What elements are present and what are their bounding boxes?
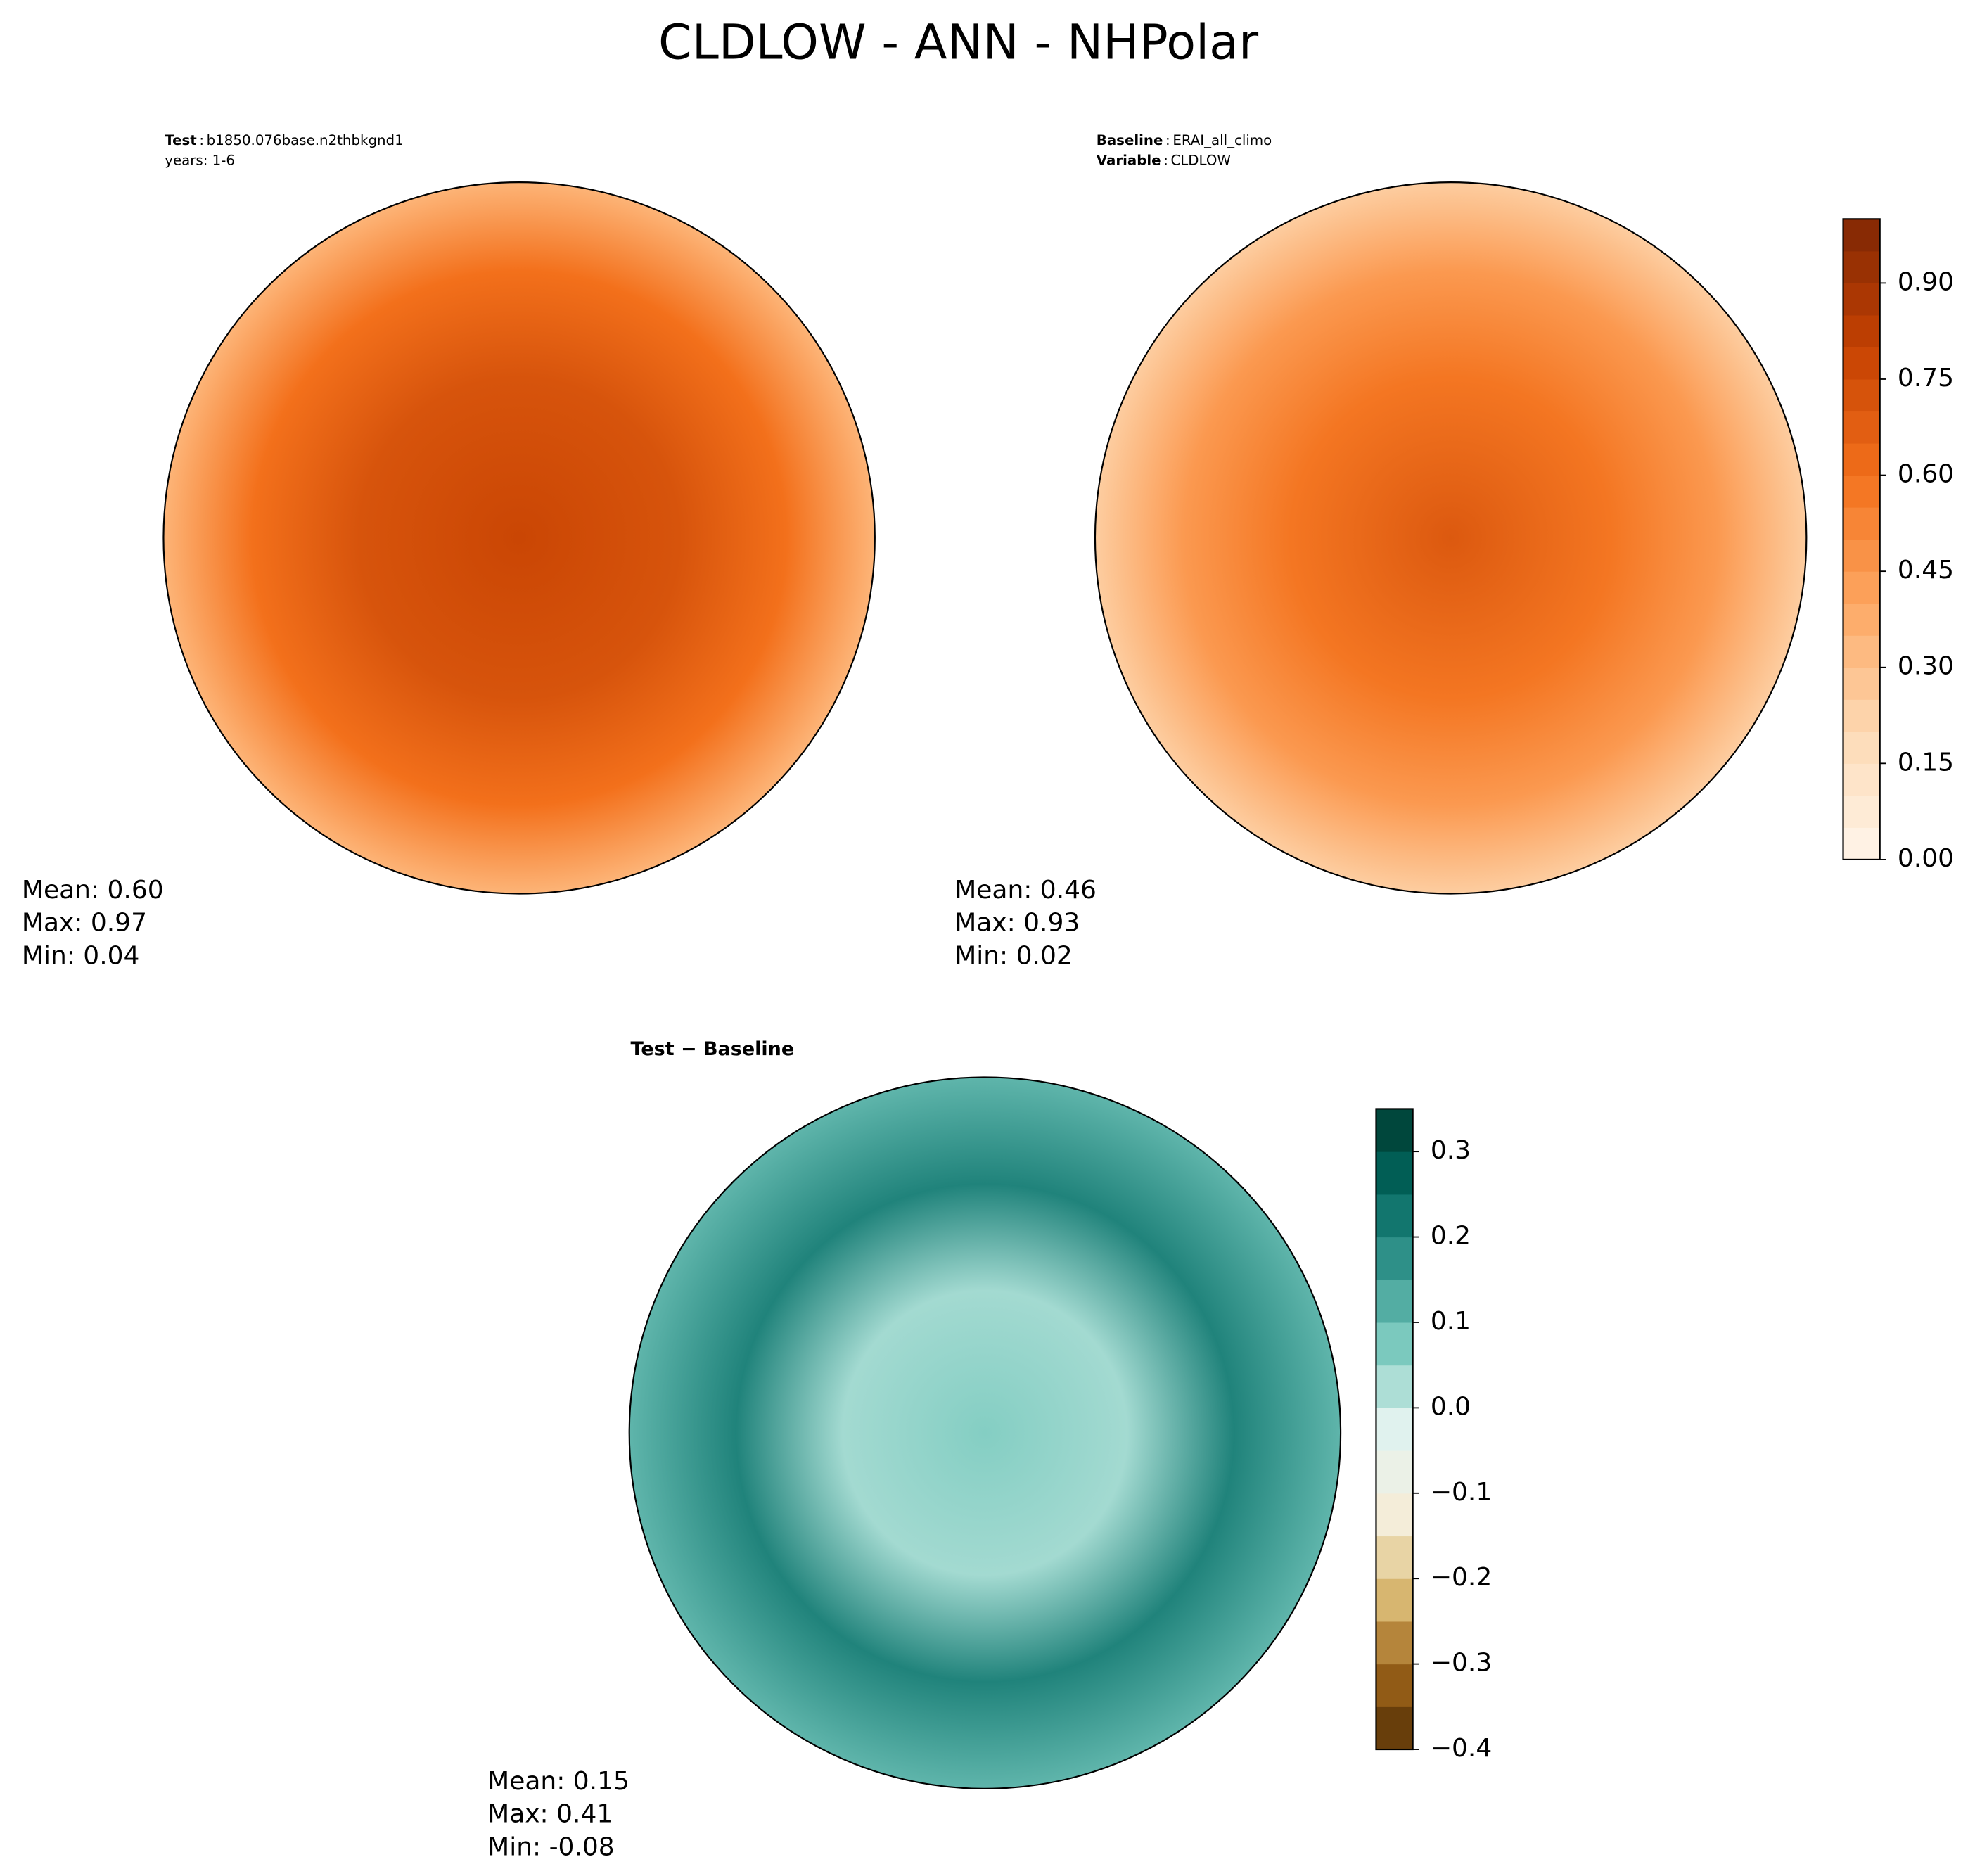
panel-header: Test − Baseline (631, 1038, 795, 1059)
colorbar-tick-label: 0.0 (1431, 1392, 1471, 1421)
header-key: Test − Baseline (631, 1038, 795, 1059)
header-value: ERAI_all_climo (1172, 132, 1272, 148)
colorbar-tick-label: 0.45 (1898, 556, 1954, 585)
colorbar-band (1376, 1664, 1413, 1707)
colorbar-band (1376, 1151, 1413, 1195)
colorbar-frame (1842, 218, 1881, 861)
colorbar-band (1843, 635, 1880, 668)
header-value: years: 1-6 (165, 152, 235, 168)
colorbar-band (1376, 1109, 1413, 1152)
colorbar-band (1843, 475, 1880, 508)
header-separator: : (199, 132, 204, 148)
header-value: b1850.076base.n2thbkgnd1 (207, 132, 404, 148)
colorbar-tick-label: 0.1 (1431, 1307, 1471, 1336)
colorbar-tick-label: 0.3 (1431, 1136, 1471, 1165)
colorbar-band (1843, 795, 1880, 828)
colorbar-band (1376, 1450, 1413, 1494)
colorbar-band (1376, 1621, 1413, 1665)
colorbar-tick-label: 0.75 (1898, 364, 1954, 393)
colorbar-tick-label: 0.00 (1898, 844, 1954, 873)
stat-line: Max: 0.93 (954, 909, 1080, 938)
colorbar-band (1376, 1578, 1413, 1622)
colorbar-band (1376, 1194, 1413, 1238)
colorbar-tick-label: 0.15 (1898, 748, 1954, 777)
panel-header: years: 1-6 (165, 152, 235, 168)
stat-line: Mean: 0.15 (487, 1767, 629, 1796)
colorbar-band (1376, 1237, 1413, 1280)
header-value: CLDLOW (1170, 152, 1231, 168)
colorbar-band (1376, 1322, 1413, 1366)
colorbar-tick-label: −0.2 (1431, 1563, 1492, 1592)
colorbar-band (1843, 731, 1880, 764)
colorbar-band (1843, 699, 1880, 732)
stat-line: Min: -0.08 (487, 1832, 615, 1861)
map-disc (628, 1076, 1342, 1789)
colorbar-band (1843, 378, 1880, 412)
colorbar-band (1843, 667, 1880, 700)
map-disc (162, 181, 876, 895)
colorbar-band (1843, 314, 1880, 347)
colorbar-band (1376, 1536, 1413, 1579)
colorbar-tick-label: 0.90 (1898, 267, 1954, 296)
header-separator: : (1165, 132, 1170, 148)
panel-header: Variable: CLDLOW (1097, 152, 1231, 168)
stat-line: Min: 0.04 (22, 941, 140, 970)
stat-line: Min: 0.02 (954, 941, 1073, 970)
colorbar-band (1843, 507, 1880, 540)
colorbar-frame (1375, 1108, 1414, 1751)
colorbar-band (1843, 603, 1880, 636)
colorbar-band (1843, 250, 1880, 283)
header-separator: : (1163, 152, 1168, 168)
colorbar-band (1843, 283, 1880, 316)
stat-line: Max: 0.41 (487, 1800, 613, 1829)
colorbar-band (1843, 763, 1880, 796)
colorbar-tick-label: −0.3 (1431, 1649, 1492, 1678)
colorbar-band (1376, 1408, 1413, 1451)
figure-title: CLDLOW - ANN - NHPolar (658, 15, 1259, 70)
map-disc (1094, 181, 1808, 895)
stat-line: Mean: 0.60 (22, 876, 164, 905)
colorbar-tick-label: 0.30 (1898, 652, 1954, 681)
colorbar-band (1843, 571, 1880, 604)
panel-header: Test: b1850.076base.n2thbkgnd1 (165, 132, 403, 148)
colorbar-band (1843, 539, 1880, 572)
header-key: Variable (1097, 152, 1161, 168)
colorbar-tick-label: 0.2 (1431, 1222, 1471, 1251)
header-key: Test (165, 132, 197, 148)
colorbar-band (1843, 411, 1880, 444)
colorbar-band (1376, 1706, 1413, 1750)
stat-line: Max: 0.97 (22, 909, 147, 938)
colorbar-band (1376, 1493, 1413, 1537)
colorbar-band (1843, 827, 1880, 860)
colorbar-band (1376, 1280, 1413, 1323)
header-key: Baseline (1097, 132, 1163, 148)
colorbar-band (1843, 443, 1880, 476)
colorbar-band (1843, 347, 1880, 380)
colorbar-tick-label: −0.1 (1431, 1478, 1492, 1507)
colorbar-tick-label: −0.4 (1431, 1734, 1492, 1763)
colorbar-band (1376, 1365, 1413, 1408)
colorbar-band (1843, 219, 1880, 252)
panel-header: Baseline: ERAI_all_climo (1097, 132, 1272, 148)
colorbar-tick-label: 0.60 (1898, 460, 1954, 489)
stat-line: Mean: 0.46 (954, 876, 1097, 905)
